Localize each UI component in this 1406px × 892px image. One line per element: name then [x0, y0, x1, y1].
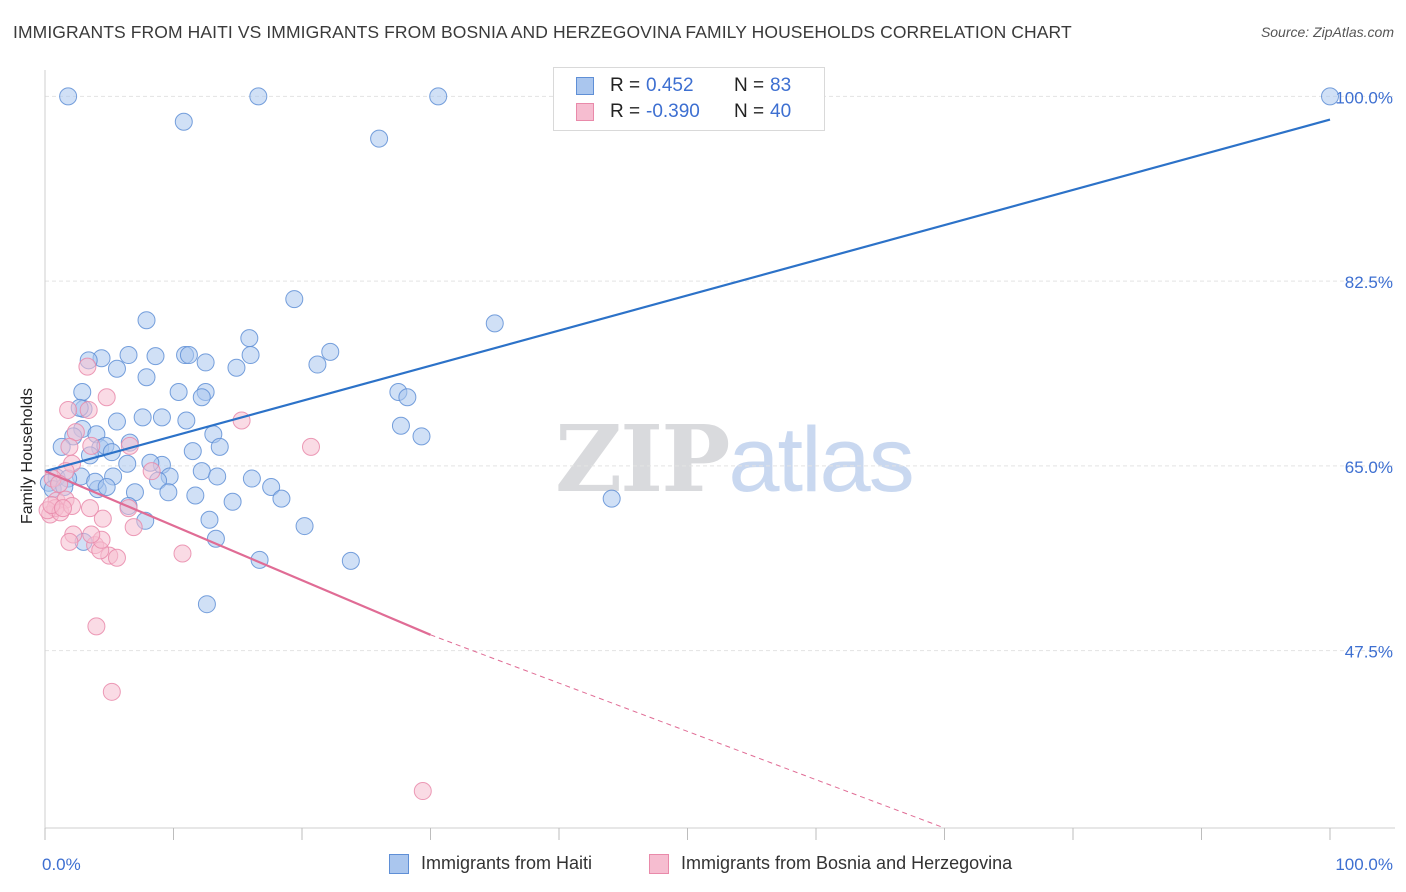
stats-legend: R = 0.452 N = 83 R = -0.390 N = 40: [553, 67, 825, 131]
haiti-point: [97, 478, 116, 497]
watermark: ZIPatlas: [555, 405, 915, 513]
haiti-point: [196, 353, 215, 372]
legend-n-label: N =: [734, 75, 765, 96]
bosnia-point: [102, 682, 121, 701]
haiti-point: [1321, 87, 1339, 106]
bosnia-point: [53, 499, 72, 518]
legend-n-value-bosnia: 40: [770, 101, 792, 122]
bosnia-point: [93, 509, 112, 528]
haiti-point: [152, 408, 171, 427]
bosnia-point: [124, 518, 143, 537]
x-tick-label: 100.0%: [1335, 855, 1393, 874]
haiti-point: [398, 388, 417, 407]
haiti-point: [192, 462, 211, 481]
haiti-point: [133, 408, 152, 427]
haiti-point: [240, 329, 259, 348]
haiti-point: [321, 342, 340, 361]
haiti-point: [107, 412, 126, 431]
bosnia-point: [82, 436, 101, 455]
watermark-atlas: atlas: [728, 409, 914, 511]
bosnia-point: [60, 532, 79, 551]
haiti-point: [137, 368, 156, 387]
haiti-point: [262, 478, 281, 497]
haiti-point: [295, 517, 314, 536]
legend-swatch-bosnia: [576, 103, 594, 121]
haiti-point: [186, 486, 205, 505]
bosnia-point: [97, 388, 116, 407]
bosnia-point: [59, 400, 78, 419]
chart-source: Source: ZipAtlas.com: [1260, 24, 1394, 40]
bosnia-point: [82, 525, 101, 544]
haiti-point: [412, 427, 431, 446]
haiti-point: [249, 87, 268, 106]
haiti-point: [169, 382, 188, 401]
y-tick-label: 65.0%: [1345, 458, 1393, 477]
bosnia-point: [301, 437, 320, 456]
haiti-point: [177, 411, 196, 430]
haiti-point: [59, 87, 78, 106]
y-tick-label: 100.0%: [1335, 88, 1393, 107]
haiti-point: [197, 595, 216, 614]
haiti-point: [73, 382, 92, 401]
y-tick-label: 47.5%: [1345, 643, 1393, 662]
bosnia-point: [87, 617, 106, 636]
legend-r-label: R =: [610, 75, 641, 96]
haiti-point: [485, 314, 504, 333]
haiti-point: [192, 388, 211, 407]
legend-r-value-bosnia: -0.390: [646, 101, 700, 122]
series-swatch-haiti: [389, 854, 409, 874]
haiti-point: [285, 290, 304, 309]
haiti-point: [341, 551, 360, 570]
bosnia-trend-line: [44, 470, 431, 636]
bosnia-point: [142, 462, 161, 481]
haiti-point: [159, 483, 178, 502]
series-swatch-bosnia: [649, 854, 669, 874]
watermark-zip: ZIP: [555, 405, 730, 513]
bosnia-point: [78, 357, 97, 376]
haiti-point: [183, 442, 202, 461]
legend-r-label: R =: [610, 101, 641, 122]
legend-r-value-haiti: 0.452: [646, 75, 694, 96]
haiti-point: [137, 311, 156, 330]
haiti-point: [241, 346, 260, 365]
bosnia-point: [413, 782, 432, 801]
haiti-point: [370, 129, 389, 148]
chart-title: IMMIGRANTS FROM HAITI VS IMMIGRANTS FROM…: [13, 22, 1072, 42]
bosnia-point: [173, 544, 192, 563]
legend-swatch-haiti: [576, 77, 594, 95]
haiti-point: [146, 347, 165, 366]
haiti-point: [174, 112, 193, 131]
haiti-point: [308, 355, 327, 374]
haiti-point: [429, 87, 448, 106]
series-label-haiti: Immigrants from Haiti: [421, 853, 593, 873]
bosnia-trend-extension: [430, 634, 945, 829]
bosnia-point: [79, 400, 98, 419]
bosnia-point: [232, 411, 251, 430]
haiti-point: [118, 454, 137, 473]
bosnia-point: [60, 437, 79, 456]
haiti-point: [200, 510, 219, 529]
haiti-trend-line: [44, 118, 1331, 473]
haiti-point: [210, 437, 229, 456]
haiti-point: [119, 346, 138, 365]
x-tick-label: 0.0%: [42, 855, 81, 874]
y-tick-label: 82.5%: [1345, 273, 1393, 292]
bosnia-point: [107, 548, 126, 567]
series-label-bosnia: Immigrants from Bosnia and Herzegovina: [681, 853, 1013, 873]
haiti-point: [208, 467, 227, 486]
haiti-point: [602, 489, 621, 508]
haiti-point: [179, 346, 198, 365]
legend-n-label: N =: [734, 101, 765, 122]
haiti-point: [107, 359, 126, 378]
legend-n-value-haiti: 83: [770, 75, 792, 96]
haiti-point: [391, 416, 410, 435]
bosnia-point: [80, 499, 99, 518]
haiti-point: [223, 492, 242, 511]
haiti-point: [227, 358, 246, 377]
haiti-point: [242, 469, 261, 488]
haiti-point: [272, 489, 291, 508]
